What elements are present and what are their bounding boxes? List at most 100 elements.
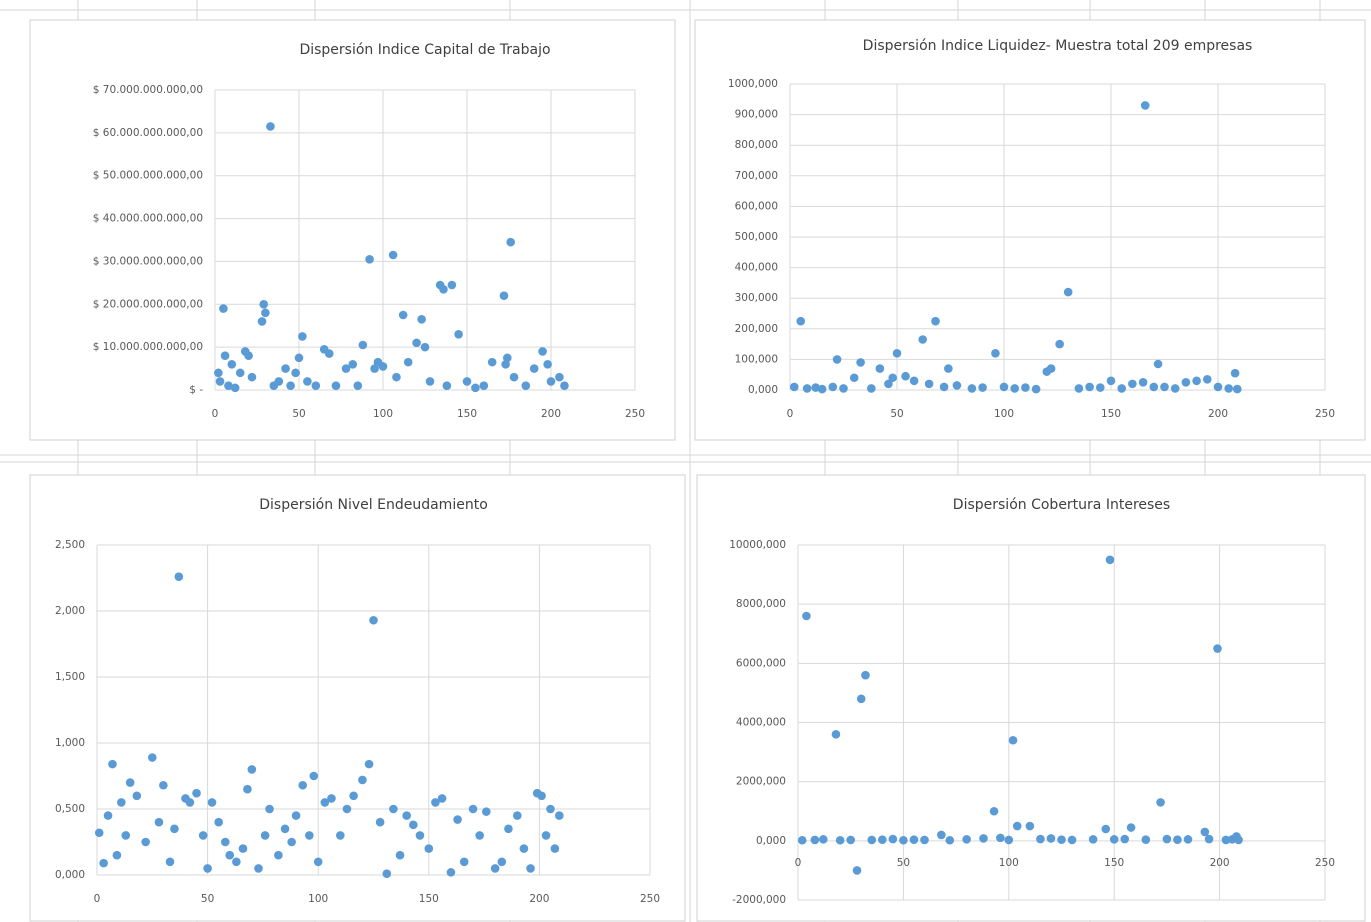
y-tick-label: $ 40.000.000.000,00 [93,213,203,225]
data-point [797,835,807,845]
y-tick-label: 0,000 [55,869,85,881]
data-point [939,382,949,392]
data-point [1120,834,1130,844]
data-point [94,828,104,838]
data-point [254,864,263,873]
y-tick-label: 1,000 [55,737,85,749]
data-point [238,844,248,853]
data-point [192,788,201,798]
x-tick-label: 100 [373,408,393,420]
data-point [342,804,352,814]
data-point [170,824,179,834]
data-point [259,299,269,309]
data-point [909,835,919,844]
data-point [442,381,452,391]
data-point [989,806,999,816]
data-point [185,798,195,807]
data-point [1204,834,1214,844]
data-point [403,357,413,367]
data-point [509,372,519,382]
data-point [1181,378,1191,387]
data-point [1221,835,1231,845]
data-point [298,780,308,790]
data-point [327,794,336,803]
data-point [220,351,230,361]
data-point [499,291,509,301]
data-point [358,340,368,350]
data-point [818,835,828,844]
data-point [519,844,529,853]
data-point [546,804,555,814]
chart: Dispersión Cobertura Intereses -2000,000 0… [696,474,1366,922]
data-point [303,377,312,386]
data-point [999,382,1009,392]
x-tick-label: 150 [1101,408,1121,420]
data-point [331,381,341,391]
data-point [121,831,131,840]
data-point [214,368,223,378]
data-point [796,316,805,326]
data-point [1021,383,1030,392]
data-point [313,857,323,867]
data-point [856,358,865,367]
data-point [918,335,927,344]
x-tick-label: 200 [529,893,549,905]
data-point [892,348,902,358]
y-tick-label: 300,000 [735,292,778,304]
y-tick-label: 10000,000 [729,539,786,551]
data-point [1160,382,1169,392]
data-point [1067,835,1077,845]
data-point [365,254,374,264]
chart-title: Dispersión Nivel Endeudamiento [259,497,488,513]
data-point [835,835,845,845]
y-tick-label: 6000,000 [736,657,786,669]
data-point [219,304,228,313]
data-point [1162,834,1172,844]
data-point [802,384,812,393]
y-tick-label: $ 50.000.000.000,00 [93,170,203,182]
data-point [112,850,122,860]
data-point [165,857,175,867]
x-tick-label: 250 [625,408,645,420]
data-point [108,759,117,769]
x-tick-label: 100 [994,408,1014,420]
data-point [1101,824,1111,834]
x-tick-label: 0 [787,408,794,420]
data-point [353,381,363,391]
y-tick-label: 2000,000 [736,776,786,788]
data-point [479,381,489,391]
data-point [888,834,898,844]
data-point [1105,555,1115,565]
x-tick-label: 200 [541,408,561,420]
data-point [424,844,434,853]
data-point [852,866,862,875]
data-point [243,784,252,794]
data-point [261,308,270,318]
data-point [358,775,367,785]
data-point [1010,384,1019,393]
chart-frame [696,474,1366,922]
data-point [375,817,385,827]
data-point [431,798,440,807]
data-point [1063,287,1073,297]
data-point [924,379,934,389]
x-tick-label: 0 [795,857,802,869]
data-point [207,798,217,807]
data-point [1025,821,1035,831]
x-tick-label: 100 [999,857,1019,869]
data-point [846,835,855,845]
data-point [402,811,411,820]
x-tick-label: 50 [897,857,910,869]
data-point [117,798,126,807]
data-point [1213,382,1223,392]
data-point [537,791,546,801]
data-point [1138,378,1148,387]
data-point [311,381,321,391]
data-point [967,384,977,393]
y-tick-label: $ 20.000.000.000,00 [93,298,203,310]
data-point [294,353,304,363]
data-point [287,837,296,847]
data-point [945,835,955,845]
data-point [198,831,208,840]
data-point [291,811,301,820]
